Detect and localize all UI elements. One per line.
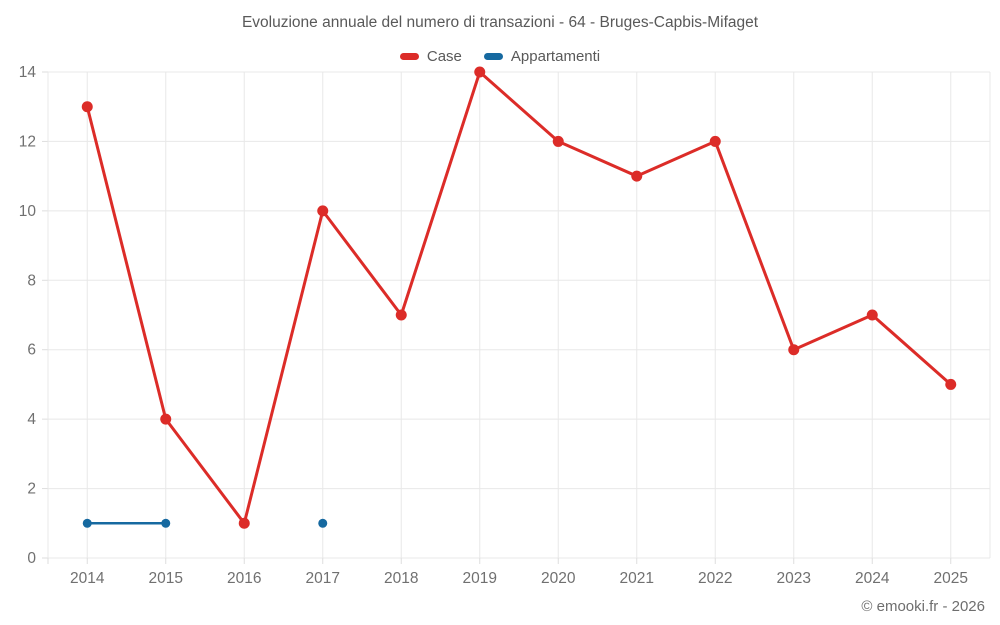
- svg-text:4: 4: [27, 411, 36, 428]
- svg-text:2016: 2016: [227, 570, 261, 587]
- legend-item-appartamenti[interactable]: Appartamenti: [483, 48, 601, 65]
- svg-text:2024: 2024: [855, 570, 890, 587]
- svg-text:2015: 2015: [149, 570, 183, 587]
- svg-text:2022: 2022: [698, 570, 732, 587]
- svg-text:2017: 2017: [306, 570, 340, 587]
- svg-text:2019: 2019: [463, 570, 497, 587]
- svg-text:2023: 2023: [777, 570, 811, 587]
- svg-text:0: 0: [27, 550, 36, 567]
- legend-item-case[interactable]: Case: [399, 48, 462, 65]
- legend-label-case: Case: [426, 48, 462, 65]
- appartamenti-series-swatch-icon: [483, 53, 503, 60]
- svg-text:10: 10: [19, 203, 37, 220]
- footer-copyright: © emooki.fr - 2026: [861, 598, 985, 615]
- svg-text:14: 14: [19, 64, 37, 81]
- svg-text:2: 2: [27, 481, 36, 498]
- svg-text:6: 6: [27, 342, 36, 359]
- svg-text:2021: 2021: [620, 570, 654, 587]
- svg-text:12: 12: [19, 133, 36, 150]
- case-series-swatch-icon: [399, 53, 419, 60]
- svg-text:2018: 2018: [384, 570, 418, 587]
- svg-text:8: 8: [27, 272, 36, 289]
- svg-text:2025: 2025: [934, 570, 968, 587]
- legend-label-appartamenti: Appartamenti: [510, 48, 601, 65]
- chart-legend: Case Appartamenti: [0, 48, 1000, 65]
- chart-title: Evoluzione annuale del numero di transaz…: [241, 14, 759, 31]
- svg-text:2014: 2014: [70, 570, 105, 587]
- svg-text:2020: 2020: [541, 570, 576, 587]
